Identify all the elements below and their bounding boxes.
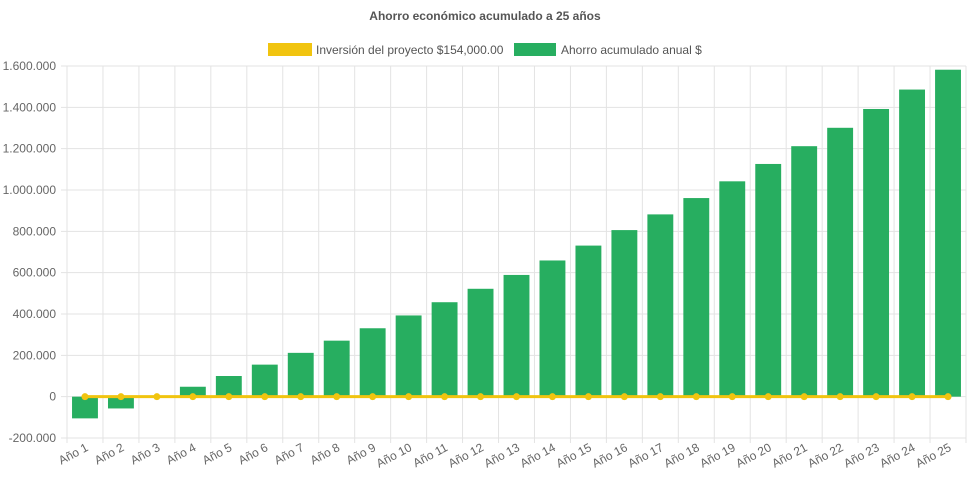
bar[interactable] [611,230,638,397]
x-tick-label: Año 13 [482,440,522,470]
x-tick-label: Año 12 [446,440,486,470]
x-tick-label: Año 24 [877,440,917,470]
x-tick-label: Año 23 [841,440,881,470]
line-point[interactable] [369,393,377,401]
bar[interactable] [72,396,98,419]
y-tick-label: 1.600.000 [3,59,57,73]
line-point[interactable] [584,393,592,401]
y-tick-label: -200.000 [9,431,57,445]
x-tick-label: Año 3 [128,440,163,467]
line-point[interactable] [944,393,952,401]
bar[interactable] [251,364,278,397]
bar[interactable] [575,245,602,397]
y-axis: -200.000 0 200.000 400.000 600.000 800.000 1.0… [3,59,57,445]
x-axis: Año 1 Año 2 Año 3 Año 4 Año 5 Año 6 Año 7 Año 8… [56,440,954,470]
line-point[interactable] [117,393,125,401]
x-tick-label: Año 21 [769,440,809,470]
y-tick-label: 800.000 [13,224,57,238]
bar[interactable] [899,89,926,397]
line-point[interactable] [656,393,664,401]
x-tick-label: Año 8 [308,440,343,467]
legend-swatch-investment [268,43,312,56]
bar[interactable] [539,260,566,397]
x-tick-label: Año 5 [200,440,235,467]
x-tick-label: Año 2 [92,440,127,467]
y-tick-label: 1.000.000 [3,183,57,197]
line-point[interactable] [405,393,413,401]
bar[interactable] [323,340,350,397]
bar[interactable] [791,146,818,397]
x-tick-label: Año 10 [374,440,414,470]
bar[interactable] [107,396,134,409]
line-point[interactable] [225,393,233,401]
line-point[interactable] [620,393,628,401]
bar[interactable] [287,352,314,397]
chart-title: Ahorro económico acumulado a 25 años [369,9,601,23]
y-tick-label: 400.000 [13,307,57,321]
legend-swatch-savings [514,43,556,56]
legend-label-savings: Ahorro acumulado anual $ [561,43,702,57]
line-point[interactable] [908,393,916,401]
x-tick-label: Año 7 [272,440,307,467]
y-tick-label: 200.000 [13,348,57,362]
x-tick-label: Año 9 [344,440,379,467]
bar[interactable] [359,328,386,397]
x-tick-label: Año 11 [411,440,451,470]
grid [61,65,967,443]
bar[interactable] [683,198,710,397]
line-point[interactable] [153,393,161,401]
line-series [81,393,952,401]
line-point[interactable] [800,393,808,401]
x-tick-label: Año 20 [733,440,773,470]
line-point[interactable] [872,393,880,401]
bar[interactable] [179,386,206,397]
legend-item-investment[interactable]: Inversión del proyecto $154,000.00 [268,43,504,57]
legend-item-savings[interactable]: Ahorro acumulado anual $ [514,43,702,57]
x-tick-label: Año 17 [626,440,666,470]
x-tick-label: Año 16 [590,440,630,470]
legend-label-investment: Inversión del proyecto $154,000.00 [316,43,504,57]
y-tick-label: 600.000 [13,266,57,280]
legend: Inversión del proyecto $154,000.00 Ahorr… [268,43,702,57]
line-point[interactable] [81,393,89,401]
x-tick-label: Año 15 [554,440,594,470]
bar[interactable] [827,127,854,397]
bar[interactable] [935,69,961,397]
bar[interactable] [863,108,890,397]
line-point[interactable] [441,393,449,401]
line-point[interactable] [692,393,700,401]
x-tick-label: Año 19 [698,440,738,470]
x-tick-label: Año 6 [236,440,271,467]
x-tick-label: Año 1 [56,440,91,467]
x-tick-label: Año 25 [913,440,953,470]
bar[interactable] [215,376,242,397]
x-tick-label: Año 4 [164,440,199,467]
bar[interactable] [395,315,422,397]
bar[interactable] [719,181,746,397]
line-point[interactable] [548,393,556,401]
line-point[interactable] [333,393,341,401]
bar[interactable] [467,288,494,397]
bar[interactable] [755,163,782,397]
y-tick-label: 1.200.000 [3,142,57,156]
y-tick-label: 0 [49,390,56,404]
y-tick-label: 1.400.000 [3,100,57,114]
line-point[interactable] [728,393,736,401]
bar[interactable] [503,274,530,397]
bar[interactable] [647,214,674,397]
line-point[interactable] [477,393,485,401]
x-tick-label: Año 22 [805,440,845,470]
line-point[interactable] [513,393,520,401]
line-point[interactable] [836,393,844,401]
line-point[interactable] [189,393,197,401]
line-point[interactable] [261,393,269,401]
x-tick-label: Año 14 [518,440,558,470]
line-point[interactable] [297,393,305,401]
x-tick-label: Año 18 [662,440,702,470]
line-point[interactable] [764,393,772,401]
bar-series [72,69,961,419]
bar[interactable] [431,302,458,397]
